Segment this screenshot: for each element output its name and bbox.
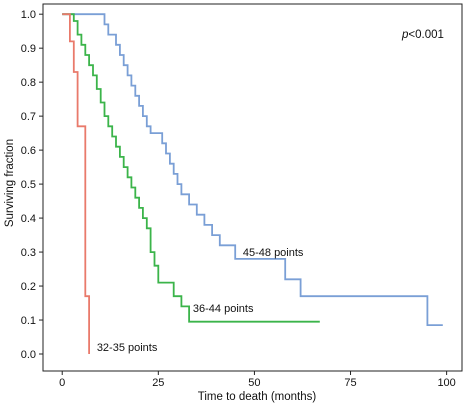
series-label-1: 45-48 points <box>243 247 304 259</box>
p-value-annotation: p<0.001 <box>401 29 444 41</box>
y-tick-label: 0.1 <box>21 315 36 327</box>
x-tick-label: 50 <box>248 377 260 389</box>
x-tick-label: 100 <box>437 377 455 389</box>
p-value-symbol: p <box>401 29 409 41</box>
series-group <box>62 13 443 354</box>
y-tick-label: 0.8 <box>21 77 36 89</box>
series-labels: 45-48 points 36-44 points 32-35 points <box>97 247 304 354</box>
y-tick-label: 0.9 <box>21 43 36 55</box>
plot-frame <box>42 3 463 372</box>
x-axis-title: Time to death (months) <box>198 391 317 403</box>
y-tick-label: 1.0 <box>21 9 36 21</box>
series-line-3 <box>62 13 90 354</box>
series-label-3: 32-35 points <box>97 342 158 354</box>
series-line-2 <box>62 13 320 323</box>
p-value-text: <0.001 <box>408 29 444 41</box>
series-line-1 <box>62 13 443 326</box>
y-tick-label: 0.2 <box>21 281 36 293</box>
y-tick-label: 0.3 <box>21 247 36 259</box>
y-axis-title: Surviving fraction <box>4 139 16 227</box>
x-tick-label: 25 <box>152 377 164 389</box>
series-label-2: 36-44 points <box>193 303 254 315</box>
x-tick-label: 75 <box>344 377 356 389</box>
y-tick-label: 0.7 <box>21 111 36 123</box>
x-tick-label: 0 <box>59 377 65 389</box>
y-tick-label: 0.4 <box>21 213 36 225</box>
y-tick-label: 0.0 <box>21 349 36 361</box>
y-tick-label: 0.6 <box>21 145 36 157</box>
y-tick-label: 0.5 <box>21 179 36 191</box>
axes: 0 25 50 75 100 0.0 0.1 0.2 0.3 0.4 0.5 0.6 0.7 0.8 0.9… <box>21 3 463 389</box>
